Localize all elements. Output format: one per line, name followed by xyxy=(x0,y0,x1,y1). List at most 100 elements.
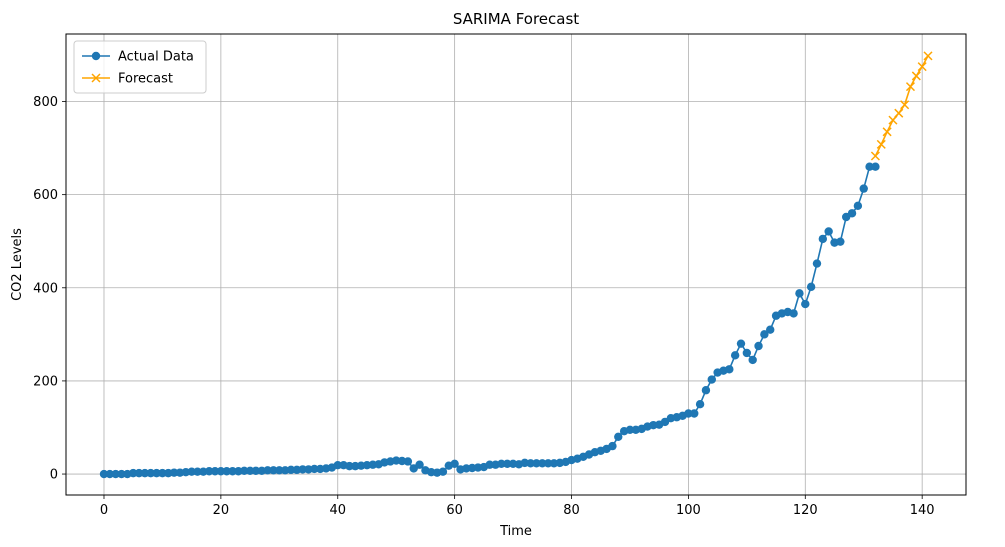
legend: Actual Data Forecast xyxy=(73,40,207,94)
legend-label: Forecast xyxy=(118,72,173,87)
data-point xyxy=(766,325,775,334)
forecast-point xyxy=(923,51,933,61)
data-point xyxy=(754,341,763,351)
legend-box xyxy=(73,40,207,94)
data-point xyxy=(730,351,740,360)
data-point xyxy=(497,459,506,469)
data-point xyxy=(146,468,155,478)
data-point xyxy=(701,386,711,395)
forecast-point xyxy=(870,151,880,161)
data-point xyxy=(871,162,880,171)
data-point xyxy=(129,468,138,478)
x-tick-label: 60 xyxy=(446,503,463,518)
forecast-point xyxy=(882,127,892,137)
x-axis-ticks: 0 20 40 60 80 100 120 140 xyxy=(100,495,935,518)
data-point xyxy=(836,237,845,246)
data-point xyxy=(333,460,342,470)
data-point xyxy=(760,330,769,339)
data-point xyxy=(695,399,705,409)
data-point xyxy=(742,348,752,358)
data-point xyxy=(228,467,237,476)
data-point xyxy=(725,365,734,374)
data-point xyxy=(240,466,249,475)
x-tick-label: 40 xyxy=(329,503,346,518)
forecast-point xyxy=(876,139,886,149)
forecast-series xyxy=(870,51,933,161)
data-point xyxy=(608,441,617,451)
data-point xyxy=(438,467,448,476)
data-point xyxy=(818,234,828,244)
data-point xyxy=(403,457,413,466)
data-point xyxy=(503,459,512,469)
x-tick-label: 120 xyxy=(793,503,818,518)
forecast-point xyxy=(905,82,916,92)
x-tick-label: 80 xyxy=(563,503,580,518)
series-line xyxy=(103,165,876,475)
data-point xyxy=(736,339,746,348)
forecast-point xyxy=(911,71,921,81)
data-point xyxy=(275,466,284,475)
data-point xyxy=(152,468,161,478)
data-point xyxy=(538,459,547,468)
data-point xyxy=(614,432,623,441)
x-tick-label: 140 xyxy=(910,503,935,518)
data-point xyxy=(251,466,261,475)
data-point xyxy=(806,282,816,292)
data-point xyxy=(222,467,231,476)
x-tick-label: 0 xyxy=(100,503,108,518)
data-point xyxy=(526,459,535,468)
data-point xyxy=(105,469,115,479)
data-point xyxy=(789,309,798,318)
series-layer xyxy=(99,51,933,479)
data-point xyxy=(853,201,863,211)
forecast-point xyxy=(888,115,898,125)
data-point xyxy=(690,409,699,418)
data-point xyxy=(485,460,494,469)
data-point xyxy=(450,459,459,469)
data-point xyxy=(824,227,833,236)
legend-marker xyxy=(91,51,101,61)
data-point xyxy=(117,469,126,479)
data-point xyxy=(216,467,226,476)
x-tick-label: 100 xyxy=(676,503,701,518)
data-point xyxy=(169,468,179,477)
y-tick-label: 400 xyxy=(33,281,58,296)
data-point xyxy=(847,209,857,218)
legend-entries: Actual Data Forecast xyxy=(82,50,194,87)
data-point xyxy=(134,468,144,478)
y-tick-label: 800 xyxy=(33,95,58,110)
data-point xyxy=(269,466,278,475)
data-point xyxy=(543,459,553,468)
data-point xyxy=(801,299,810,309)
data-point xyxy=(158,468,167,478)
data-point xyxy=(193,467,202,476)
data-point xyxy=(415,460,424,469)
x-tick-label: 20 xyxy=(213,503,230,518)
data-point xyxy=(286,465,296,475)
legend-label: Actual Data xyxy=(118,50,194,65)
y-axis-ticks: 0 200 400 600 800 xyxy=(33,95,66,483)
series-line xyxy=(874,55,929,157)
y-axis-label: CO2 Levels xyxy=(10,228,25,301)
data-point xyxy=(795,289,804,298)
plot-area-frame xyxy=(65,33,967,496)
data-point xyxy=(532,459,541,468)
data-point xyxy=(298,465,307,474)
data-point xyxy=(859,184,868,193)
data-point xyxy=(140,468,150,478)
actual-data-series xyxy=(99,162,880,479)
x-axis-label: Time xyxy=(499,524,532,539)
data-point xyxy=(625,425,635,435)
y-tick-label: 600 xyxy=(33,188,58,203)
grid-lines xyxy=(66,34,966,495)
y-tick-label: 200 xyxy=(33,374,58,389)
data-point xyxy=(99,469,109,479)
y-tick-label: 0 xyxy=(50,468,58,483)
data-point xyxy=(748,355,757,365)
legend-entry: Actual Data xyxy=(82,50,194,65)
data-point xyxy=(187,467,196,476)
forecast-point xyxy=(900,100,910,110)
data-point xyxy=(812,259,822,268)
